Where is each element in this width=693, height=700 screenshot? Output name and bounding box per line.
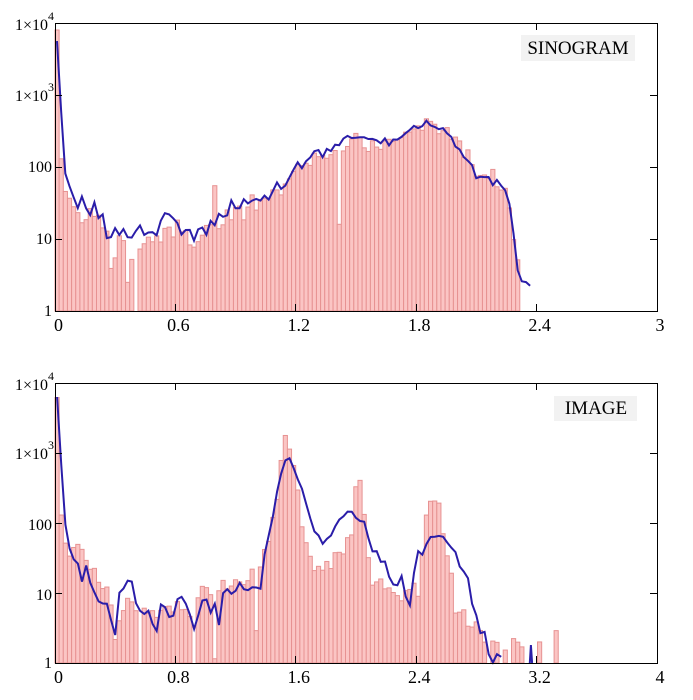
svg-text:3: 3	[656, 315, 665, 335]
svg-text:SINOGRAM: SINOGRAM	[527, 38, 628, 59]
svg-text:IMAGE: IMAGE	[565, 398, 627, 419]
svg-text:0.8: 0.8	[167, 667, 190, 687]
svg-text:0: 0	[54, 315, 63, 335]
svg-text:10: 10	[36, 587, 52, 604]
svg-text:1: 1	[44, 303, 52, 320]
svg-text:1.8: 1.8	[408, 315, 431, 335]
svg-text:1.2: 1.2	[288, 315, 311, 335]
svg-text:0: 0	[54, 667, 63, 687]
svg-text:1: 1	[44, 655, 52, 672]
svg-text:4: 4	[656, 667, 665, 687]
svg-text:1.6: 1.6	[288, 667, 311, 687]
svg-text:3.2: 3.2	[528, 667, 551, 687]
svg-text:2.4: 2.4	[528, 315, 551, 335]
svg-text:2.4: 2.4	[408, 667, 431, 687]
svg-text:100: 100	[28, 159, 52, 176]
svg-text:10: 10	[36, 231, 52, 248]
svg-text:100: 100	[28, 517, 52, 534]
svg-text:0.6: 0.6	[167, 315, 190, 335]
